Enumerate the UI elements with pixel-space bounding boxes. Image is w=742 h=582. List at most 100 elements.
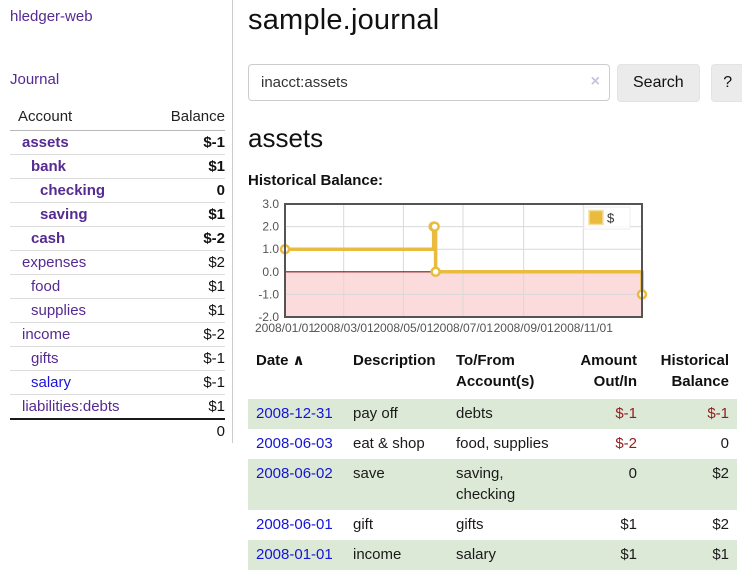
svg-text:2008/07/01: 2008/07/01 <box>433 321 493 335</box>
account-link-cash[interactable]: cash <box>31 230 66 247</box>
register-amount-cell: 0 <box>564 458 645 510</box>
account-row: cash $-2 <box>10 226 225 251</box>
account-cell: liabilities:debts <box>10 394 154 419</box>
account-cell: assets <box>10 131 154 155</box>
register-description-cell: income <box>345 539 448 570</box>
transaction-date-link[interactable]: 2008-06-03 <box>256 434 333 452</box>
account-title: assets <box>248 123 324 153</box>
app-window: hledger-web Journal Account Balance asse… <box>0 0 742 570</box>
account-link-salary[interactable]: salary <box>31 374 72 391</box>
brand-link[interactable]: hledger-web <box>10 8 93 25</box>
sidebar: hledger-web Journal Account Balance asse… <box>0 0 233 443</box>
account-row: income $-2 <box>10 322 225 347</box>
account-cell: income <box>10 322 154 347</box>
account-balance: $1 <box>153 154 225 179</box>
register-date-cell: 2008-06-01 <box>248 510 345 540</box>
register-balance-cell: $2 <box>712 516 729 533</box>
register-amount-cell: $-2 <box>615 434 637 452</box>
register-balance-cell: $2 <box>645 458 737 510</box>
account-cell: supplies <box>10 298 154 323</box>
account-link-liabilities-debts[interactable]: liabilities:debts <box>22 398 120 415</box>
account-cell: food <box>10 274 154 299</box>
account-link-assets[interactable]: assets <box>22 134 69 151</box>
register-description-cell: gift <box>353 516 374 533</box>
search-form: × Search ? <box>248 64 742 102</box>
register-description-cell: save <box>345 458 448 510</box>
account-row: supplies $1 <box>10 298 225 323</box>
account-balance: $-2 <box>153 322 225 347</box>
transaction-date-link[interactable]: 2008-06-01 <box>256 516 333 533</box>
accounts-total-value: 0 <box>153 418 225 443</box>
account-link-saving[interactable]: saving <box>40 206 88 223</box>
sort-asc-icon: ∧ <box>292 352 305 369</box>
accounts-table: Account Balance assets $-1 bank $1 checking 0… <box>10 105 225 443</box>
register-balance-cell: $-1 <box>645 399 737 429</box>
svg-text:0.0: 0.0 <box>262 265 279 279</box>
date-header-label: Date <box>256 352 289 369</box>
account-balance: $1 <box>153 298 225 323</box>
svg-text:2008/05/01: 2008/05/01 <box>373 321 433 335</box>
transaction-date-link[interactable]: 2008-01-01 <box>256 545 333 563</box>
account-row: gifts $-1 <box>10 346 225 371</box>
register-accounts-cell: food, supplies <box>456 434 549 452</box>
account-link-income[interactable]: income <box>22 326 71 343</box>
register-row: 2008-06-03 eat & shop food, supplies $-2 0 <box>248 429 737 459</box>
account-balance: $1 <box>153 274 225 299</box>
register-accounts-cell: debts <box>448 399 564 429</box>
account-balance: $1 <box>153 202 225 227</box>
register-header-date: Date ∧ <box>248 350 345 399</box>
register-balance-cell: 0 <box>720 434 729 452</box>
accounts-total-row: 0 <box>10 418 225 443</box>
account-row: bank $1 <box>10 154 225 179</box>
account-balance: $-1 <box>153 370 225 395</box>
register-amount-cell: $-1 <box>564 399 645 429</box>
search-input[interactable] <box>248 64 610 101</box>
account-link-supplies[interactable]: supplies <box>31 302 87 319</box>
account-cell: checking <box>10 178 154 203</box>
register-table: Date ∧ Description To/From Account(s) Amo… <box>248 350 737 570</box>
svg-text:-2.0: -2.0 <box>258 310 279 324</box>
account-balance: 0 <box>153 178 225 203</box>
register-row: 2008-06-01 gift gifts $1 $2 <box>248 510 737 540</box>
register-date-cell: 2008-06-03 <box>248 429 345 459</box>
register-accounts-cell: saving, checking <box>448 458 564 510</box>
balance-chart[interactable]: $3.0 2.0 1.0 0.0 -1.0 -2.0 2008/01/01 2008/03/0… <box>248 197 648 338</box>
svg-text:2008/11/01: 2008/11/01 <box>554 321 613 335</box>
transaction-date-link[interactable]: 2008-12-31 <box>256 405 333 422</box>
register-header-row: Date ∧ Description To/From Account(s) Amo… <box>248 350 737 399</box>
help-button[interactable]: ? <box>710 64 742 102</box>
account-cell: gifts <box>10 346 154 371</box>
register-date-cell: 2008-12-31 <box>248 399 345 429</box>
balance-chart-svg[interactable]: $3.0 2.0 1.0 0.0 -1.0 -2.02008/01/012008/03/0… <box>248 197 648 338</box>
transaction-date-link[interactable]: 2008-06-02 <box>256 464 333 482</box>
account-link-checking[interactable]: checking <box>40 182 106 199</box>
account-row: assets $-1 <box>10 131 225 155</box>
accounts-total-spacer <box>10 418 154 443</box>
page-title: sample.journal <box>248 4 440 36</box>
sidebar-item-journal[interactable]: Journal <box>10 71 60 88</box>
account-row: liabilities:debts $1 <box>10 394 225 419</box>
register-row: 2008-12-31 pay off debts $-1 $-1 <box>248 399 737 429</box>
account-cell: saving <box>10 202 154 227</box>
register-header-accounts: To/From Account(s) <box>456 352 535 390</box>
svg-text:2.0: 2.0 <box>262 220 279 234</box>
main-content: sample.journal × Search ? assets Histori… <box>233 0 742 570</box>
account-balance: $-1 <box>153 346 225 371</box>
account-link-gifts[interactable]: gifts <box>31 350 59 367</box>
svg-text:2008/01/01: 2008/01/01 <box>255 321 315 335</box>
clear-search-icon[interactable]: × <box>590 73 600 90</box>
account-link-bank[interactable]: bank <box>31 158 67 175</box>
account-cell: bank <box>10 154 154 179</box>
account-link-expenses[interactable]: expenses <box>22 254 87 271</box>
register-accounts-cell: salary <box>448 539 564 570</box>
search-button[interactable]: Search <box>617 64 700 102</box>
accounts-header-row: Account Balance <box>10 105 225 131</box>
svg-text:1.0: 1.0 <box>262 242 279 256</box>
register-header-amount: Amount Out/In <box>580 352 637 390</box>
account-link-food[interactable]: food <box>31 278 61 295</box>
account-row: expenses $2 <box>10 250 225 275</box>
account-balance: $-1 <box>203 134 225 151</box>
chart-label: Historical Balance: <box>248 172 384 189</box>
register-row: 2008-01-01 income salary $1 $1 <box>248 539 737 570</box>
register-description-cell: eat & shop <box>353 434 425 452</box>
